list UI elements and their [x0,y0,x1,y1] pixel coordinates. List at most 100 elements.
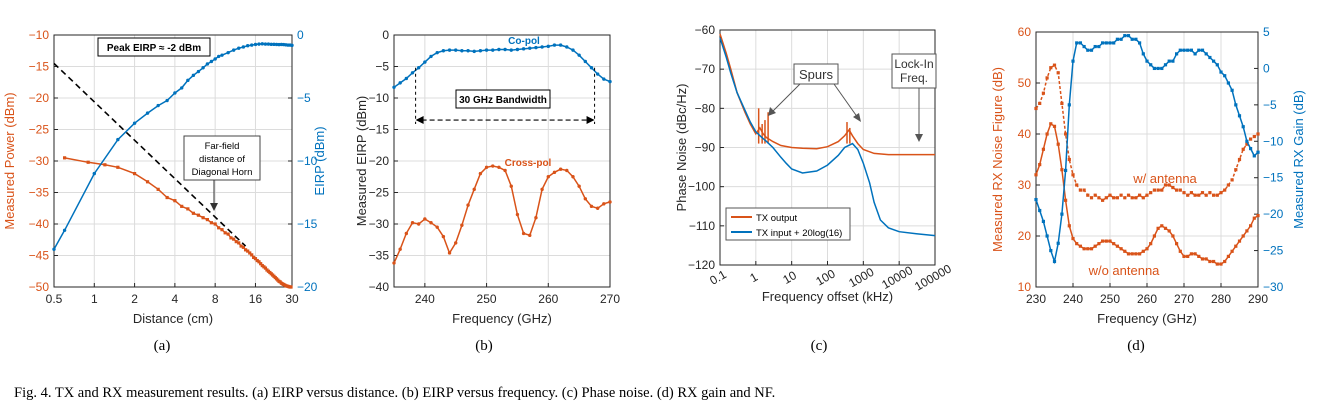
data-point [289,285,293,289]
data-point [1226,254,1230,258]
data-point [491,164,495,168]
bandwidth-label: 30 GHz Bandwidth [459,95,547,106]
data-point [398,247,402,251]
data-point [1223,259,1227,264]
data-point [1204,52,1208,56]
x-axis-label: Frequency (GHz) [1097,311,1197,326]
data-point [1226,183,1230,187]
data-point [237,241,241,245]
data-point [1230,88,1234,92]
data-point [1237,157,1242,162]
data-point [209,221,214,225]
data-point [1212,193,1216,197]
data-point [1152,188,1156,192]
data-point [540,45,544,49]
data-point [156,103,160,108]
data-point [209,59,214,64]
y-tick-label: 50 [1018,76,1032,90]
farfield-annotation-text: distance of [199,154,245,165]
data-point [186,78,190,83]
data-point [226,232,230,236]
bandwidth-label-box [455,89,551,109]
data-point [269,42,273,47]
data-point [1215,262,1219,266]
data-point [1049,122,1053,126]
data-point [201,66,205,70]
data-point [1223,188,1227,192]
data-point [515,212,520,217]
data-point [226,50,230,55]
data-point [1186,48,1190,52]
data-point [1156,66,1160,71]
data-point [1141,249,1145,253]
y-tick-label: −35 [369,249,390,263]
data-point [1115,37,1119,41]
data-point [1108,193,1112,197]
data-point [484,165,489,169]
data-point [1082,44,1086,49]
data-point [1119,37,1123,41]
y-tick-label: −50 [29,280,50,294]
x-axis-label: Frequency (GHz) [452,311,552,326]
data-point [116,137,120,142]
y-axis-label-left: Measured EIRP (dBm) [354,96,369,227]
data-point [1067,103,1071,107]
data-point [1041,219,1045,224]
y-tick-label: 10 [1018,280,1032,294]
data-point [1156,188,1160,192]
data-point [1186,254,1190,258]
subfigure-label-b: (b) [475,338,493,354]
figure-caption: Fig. 4. TX and RX measurement results. (… [14,385,776,401]
data-point [1245,229,1249,233]
x-tick-label: 240 [1063,292,1083,306]
y-tick-label: −15 [29,60,50,74]
data-point [577,184,581,188]
data-point [1249,224,1253,228]
series-nf-w-o-antenna [1034,122,1260,266]
spurs-label: Spurs [799,67,833,82]
data-point [253,257,258,261]
data-point [441,49,446,53]
data-point [213,57,217,61]
subfigure-label-d: (d) [1127,338,1145,354]
y-right-tick-label: −5 [297,91,311,105]
data-point [1219,70,1223,74]
series-nf-w-antenna [1034,63,1260,202]
x-tick-label: 260 [538,292,558,306]
data-point [201,216,205,220]
data-point [255,258,259,263]
x-tick-label: 8 [212,292,219,306]
data-point [1160,188,1164,192]
data-point [565,45,569,49]
data-point [220,228,224,232]
y-tick-label: −110 [689,219,715,233]
data-point [441,234,446,239]
x-tick-label: 0.5 [46,292,63,306]
data-point [1134,196,1138,200]
data-point [250,253,254,257]
data-point [1163,183,1168,187]
data-point [1049,66,1053,70]
data-point [429,221,433,225]
data-point [491,48,495,52]
data-point [180,204,184,208]
x-tick-label: 4 [172,292,179,306]
data-point [1204,193,1208,197]
data-point [1078,41,1082,45]
data-point [1215,193,1219,197]
data-point [534,45,538,50]
data-point [1104,196,1108,200]
data-point [1197,254,1201,258]
data-point [274,42,279,47]
series-measured-power [62,156,293,289]
data-point [1171,59,1175,63]
data-point [1041,91,1045,95]
data-point [503,47,507,52]
y-axis-label-left: Measured Power (dBm) [2,92,17,229]
data-point [1045,234,1049,238]
data-point [1045,76,1049,80]
data-point [156,187,160,191]
data-point [1171,185,1175,190]
data-point [1108,239,1112,243]
